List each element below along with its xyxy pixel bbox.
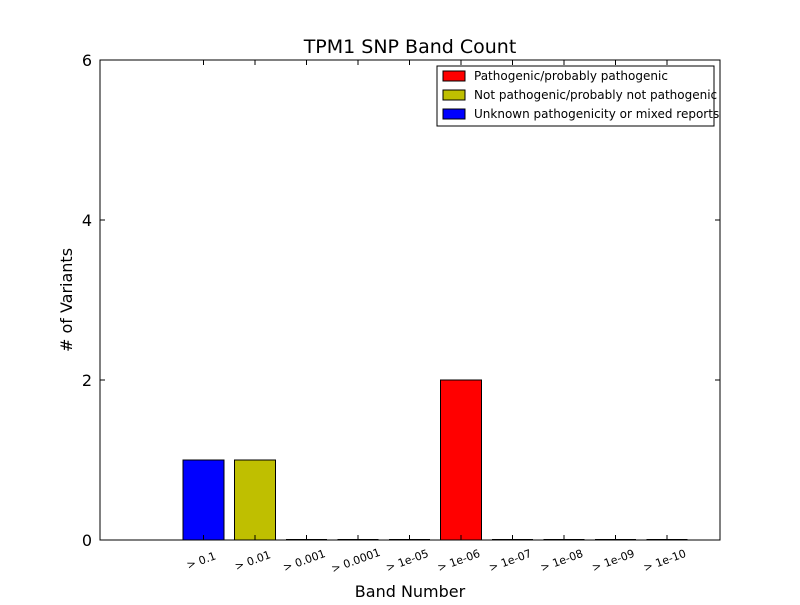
x-axis-label: Band Number bbox=[355, 582, 466, 600]
y-tick-label: 6 bbox=[82, 51, 92, 70]
bar bbox=[234, 459, 276, 541]
legend-swatch bbox=[442, 89, 466, 101]
x-tick-label: > 1e-08 bbox=[539, 547, 585, 574]
x-tick-label: > 1e-05 bbox=[384, 547, 430, 574]
chart-title: TPM1 SNP Band Count bbox=[303, 36, 517, 58]
x-tick-label: > 0.01 bbox=[233, 548, 272, 573]
legend-swatch bbox=[442, 70, 466, 82]
x-tick-label: > 0.1 bbox=[185, 549, 218, 572]
x-tick-label: > 1e-10 bbox=[642, 547, 688, 574]
bar bbox=[182, 459, 225, 541]
bar bbox=[440, 379, 482, 541]
legend-box bbox=[436, 65, 715, 127]
bars-layer bbox=[182, 379, 688, 541]
legend-label: Pathogenic/probably pathogenic bbox=[474, 69, 668, 83]
legend-label: Unknown pathogenicity or mixed reports bbox=[474, 107, 719, 121]
y-tick-label: 0 bbox=[82, 531, 92, 550]
x-tick-label: > 0.001 bbox=[281, 547, 327, 574]
legend: Pathogenic/probably pathogenic Not pathog… bbox=[436, 65, 719, 127]
x-tick-label: > 1e-06 bbox=[436, 547, 482, 574]
x-tick-label: > 1e-07 bbox=[487, 547, 533, 574]
x-tick-label: > 0.0001 bbox=[330, 546, 383, 576]
x-tick-label: > 1e-09 bbox=[590, 547, 636, 574]
y-axis-label: # of Variants bbox=[57, 248, 76, 352]
ticks-layer: > 0.1 > 0.01 > 0.001 > 0.0001 > 1e-05 > 1e-06… bbox=[82, 51, 720, 576]
y-tick-label: 4 bbox=[82, 211, 92, 230]
legend-swatch bbox=[442, 108, 466, 120]
y-tick-label: 2 bbox=[82, 371, 92, 390]
legend-label: Not pathogenic/probably not pathogenic bbox=[474, 88, 717, 102]
